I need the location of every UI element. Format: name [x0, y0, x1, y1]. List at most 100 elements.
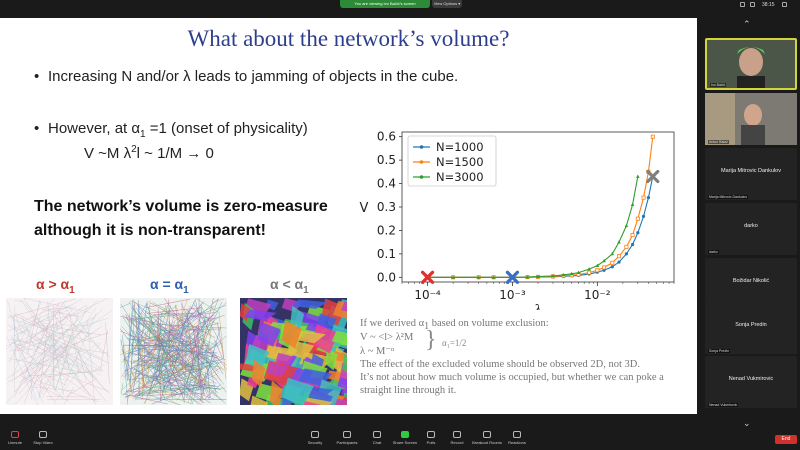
data-point: [624, 252, 629, 256]
participant-tile-darko[interactable]: darko darko: [705, 203, 797, 255]
participant-tile-ivo[interactable]: Ivo Bačić: [705, 38, 797, 90]
data-point: [636, 231, 640, 235]
network-line: [153, 351, 187, 380]
polls-button[interactable]: Polls: [416, 431, 446, 445]
note-line1: If we derived α1 based on volume exclusi…: [360, 318, 549, 333]
legend-label: N=1000: [436, 140, 484, 154]
y-tick-label: 0.0: [377, 270, 396, 284]
network-line: [126, 299, 134, 381]
security-button[interactable]: Security: [300, 431, 330, 445]
share-screen-button[interactable]: Share Screen: [390, 431, 420, 445]
clock: 38:15: [762, 2, 775, 8]
network-line: [58, 307, 69, 369]
network-line: [66, 378, 97, 396]
network-line: [63, 313, 97, 387]
network-polygon: [303, 401, 322, 405]
data-point: [617, 254, 622, 259]
network-line: [149, 336, 177, 394]
unmute-button[interactable]: Unmute: [0, 431, 30, 445]
chat-button[interactable]: Chat: [362, 431, 392, 445]
volume-chart: 0.0 0.1 0.2 0.3 0.4 0.5 0.6 10⁻⁴ 10⁻³ 10⁻² λ V N=100…: [360, 130, 675, 310]
record-button[interactable]: Record: [442, 431, 472, 445]
view-options-button[interactable]: View Options ▾: [432, 0, 462, 8]
network-line: [79, 361, 96, 379]
cross-marker: [505, 270, 520, 284]
network-polygon: [275, 352, 295, 367]
data-point: [630, 202, 635, 207]
network-line: [19, 299, 82, 333]
end-meeting-button[interactable]: End: [775, 435, 797, 444]
network-line: [39, 324, 48, 397]
participant-tile-marija[interactable]: Marija Mitrovic Dankulov Marija Mitrovic…: [705, 148, 797, 200]
network-line: [7, 298, 77, 318]
network-line: [217, 322, 225, 359]
record-icon: [453, 431, 461, 438]
network-line: [188, 306, 217, 325]
network-line: [172, 397, 192, 405]
scroll-up-icon[interactable]: ⌃: [743, 19, 751, 29]
share-screen-icon: [401, 431, 409, 438]
y-tick-label: 0.5: [377, 153, 396, 167]
data-point: [602, 258, 606, 263]
network-line: [134, 384, 199, 395]
network-polygon: [282, 377, 314, 405]
network-line: [190, 307, 203, 371]
grid-view-icon[interactable]: [750, 2, 755, 7]
network-line: [30, 386, 77, 392]
network-line: [128, 329, 145, 360]
data-point: [491, 275, 496, 279]
layout-icon[interactable]: [740, 2, 745, 7]
network-line: [22, 333, 65, 381]
network-line: [166, 329, 188, 390]
top-bar: You are viewing Ivo Bačić's screen View …: [0, 0, 800, 10]
participant-name: Sonja Predin: [735, 322, 767, 328]
note-lambda-relation: λ ~ M⁻ᵅ: [360, 346, 395, 357]
network-polygon: [245, 344, 270, 371]
network-line: [143, 360, 189, 404]
network-line: [185, 308, 203, 324]
scroll-down-icon[interactable]: ⌄: [743, 418, 751, 428]
network-line: [28, 339, 80, 378]
data-point: [610, 260, 615, 265]
reactions-button[interactable]: Reactions: [502, 431, 532, 445]
smiley-icon: [513, 431, 521, 438]
network-line: [143, 355, 174, 361]
note-v-relation: V ~ <l> λ²M: [360, 332, 414, 343]
network-line: [30, 350, 85, 366]
breakout-rooms-button[interactable]: Breakout Rooms: [472, 431, 502, 445]
network-line: [165, 301, 205, 344]
stop-video-button[interactable]: Stop Video: [28, 431, 58, 445]
network-line: [126, 387, 226, 392]
participant-tile-nenad[interactable]: Nenad Vukmirovic Nenad Vukmirovic: [705, 356, 797, 408]
participant-name: Nenad Vukmirovic: [728, 376, 774, 382]
network-line: [151, 383, 207, 405]
participant-tile-sonja[interactable]: Sonja Predin Sonja Predin: [705, 302, 797, 354]
network-line: [13, 315, 17, 362]
data-point: [646, 196, 651, 200]
network-line: [52, 332, 109, 352]
data-point: [641, 195, 646, 200]
fullscreen-icon[interactable]: [782, 2, 787, 7]
data-point: [641, 214, 646, 218]
network-line: [64, 386, 75, 405]
network-line: [135, 317, 140, 362]
network-line: [37, 337, 74, 400]
participants-button[interactable]: Participants: [332, 431, 362, 445]
network-line: [143, 387, 196, 390]
x-tick-label: 10⁻³: [499, 288, 526, 302]
cross-marker: [420, 270, 435, 284]
participant-tile-bozidar[interactable]: Božidar Nikolić Božidar Nikolić: [705, 258, 797, 310]
network-line: [189, 349, 210, 386]
critical-network-lines: [120, 298, 227, 405]
network-line: [47, 301, 50, 322]
key-statement-line2: although it is non-transparent!: [34, 222, 266, 239]
participant-tile-antun[interactable]: Antun Balaž: [705, 93, 797, 145]
network-line: [190, 332, 219, 347]
x-tick-label: 10⁻⁴: [414, 288, 441, 302]
network-line: [164, 304, 169, 320]
sparse-network-lines: [6, 298, 113, 405]
network-line: [152, 322, 191, 376]
network-line: [7, 324, 20, 334]
shared-slide: What about the network’s volume? • Increa…: [0, 18, 697, 414]
